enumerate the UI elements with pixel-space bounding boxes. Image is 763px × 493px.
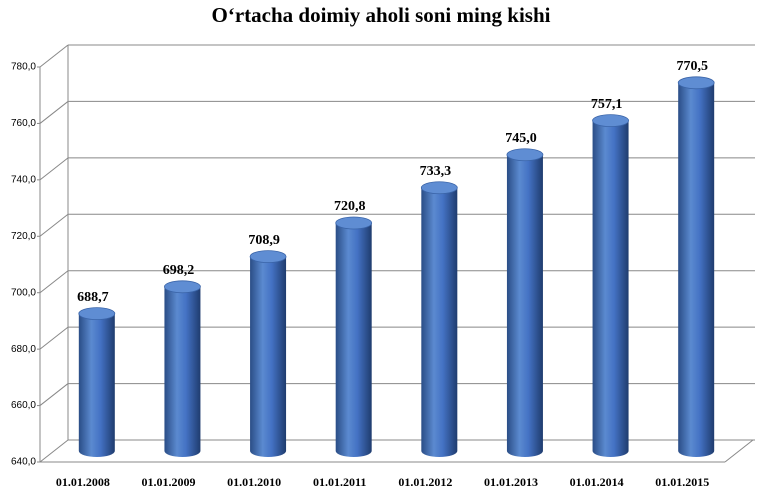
value-label: 745,0	[505, 131, 537, 146]
grid-line	[39, 383, 69, 406]
value-label: 770,5	[676, 59, 708, 74]
bar-top	[164, 280, 201, 294]
x-tick-label: 01.01.2010	[227, 475, 281, 489]
y-tick-label: 740,0	[11, 174, 36, 185]
value-label: 720,8	[334, 199, 366, 214]
x-tick-label: 01.01.2009	[141, 475, 195, 489]
bar-top	[677, 76, 715, 90]
value-label: 757,1	[591, 97, 623, 112]
bar-top	[506, 148, 544, 162]
bar	[506, 154, 543, 458]
bar	[592, 120, 629, 458]
x-tick-label: 01.01.2008	[56, 475, 110, 489]
bar-top	[420, 181, 458, 195]
bar-top	[592, 114, 629, 128]
grid-line	[39, 326, 69, 350]
y-tick-label: 780,0	[11, 62, 36, 73]
x-tick-label: 01.01.2015	[655, 475, 709, 489]
value-label: 733,3	[420, 164, 452, 179]
x-tick-label: 01.01.2013	[484, 475, 538, 489]
grid-line	[39, 44, 69, 68]
bar	[250, 256, 287, 458]
y-tick-label: 760,0	[11, 118, 36, 129]
bar	[421, 187, 458, 458]
chart-title: O‘rtacha doimiy aholi soni ming kishi	[212, 3, 551, 27]
grid-line	[39, 101, 69, 124]
axis-line	[724, 439, 754, 463]
value-label: 698,2	[163, 263, 195, 278]
grid-line	[39, 157, 69, 181]
bar-top	[335, 216, 373, 230]
y-tick-label: 700,0	[11, 287, 36, 298]
bar	[335, 223, 372, 458]
y-tick-label: 640,0	[11, 457, 36, 468]
y-tick-label: 660,0	[11, 400, 36, 411]
value-label: 708,9	[248, 233, 280, 248]
value-label: 688,7	[77, 290, 109, 305]
x-tick-label: 01.01.2014	[570, 475, 624, 489]
bar	[78, 313, 115, 458]
bar-top	[249, 250, 287, 264]
y-tick-label: 680,0	[11, 344, 36, 355]
grid-line	[39, 439, 69, 463]
x-tick-label: 01.01.2011	[313, 475, 366, 489]
grid-line	[39, 270, 69, 294]
x-tick-label: 01.01.2012	[398, 475, 452, 489]
grid-line	[39, 213, 69, 237]
bar	[678, 82, 715, 458]
bar	[164, 286, 201, 458]
y-tick-label: 720,0	[11, 231, 36, 242]
bar-top	[78, 307, 116, 320]
